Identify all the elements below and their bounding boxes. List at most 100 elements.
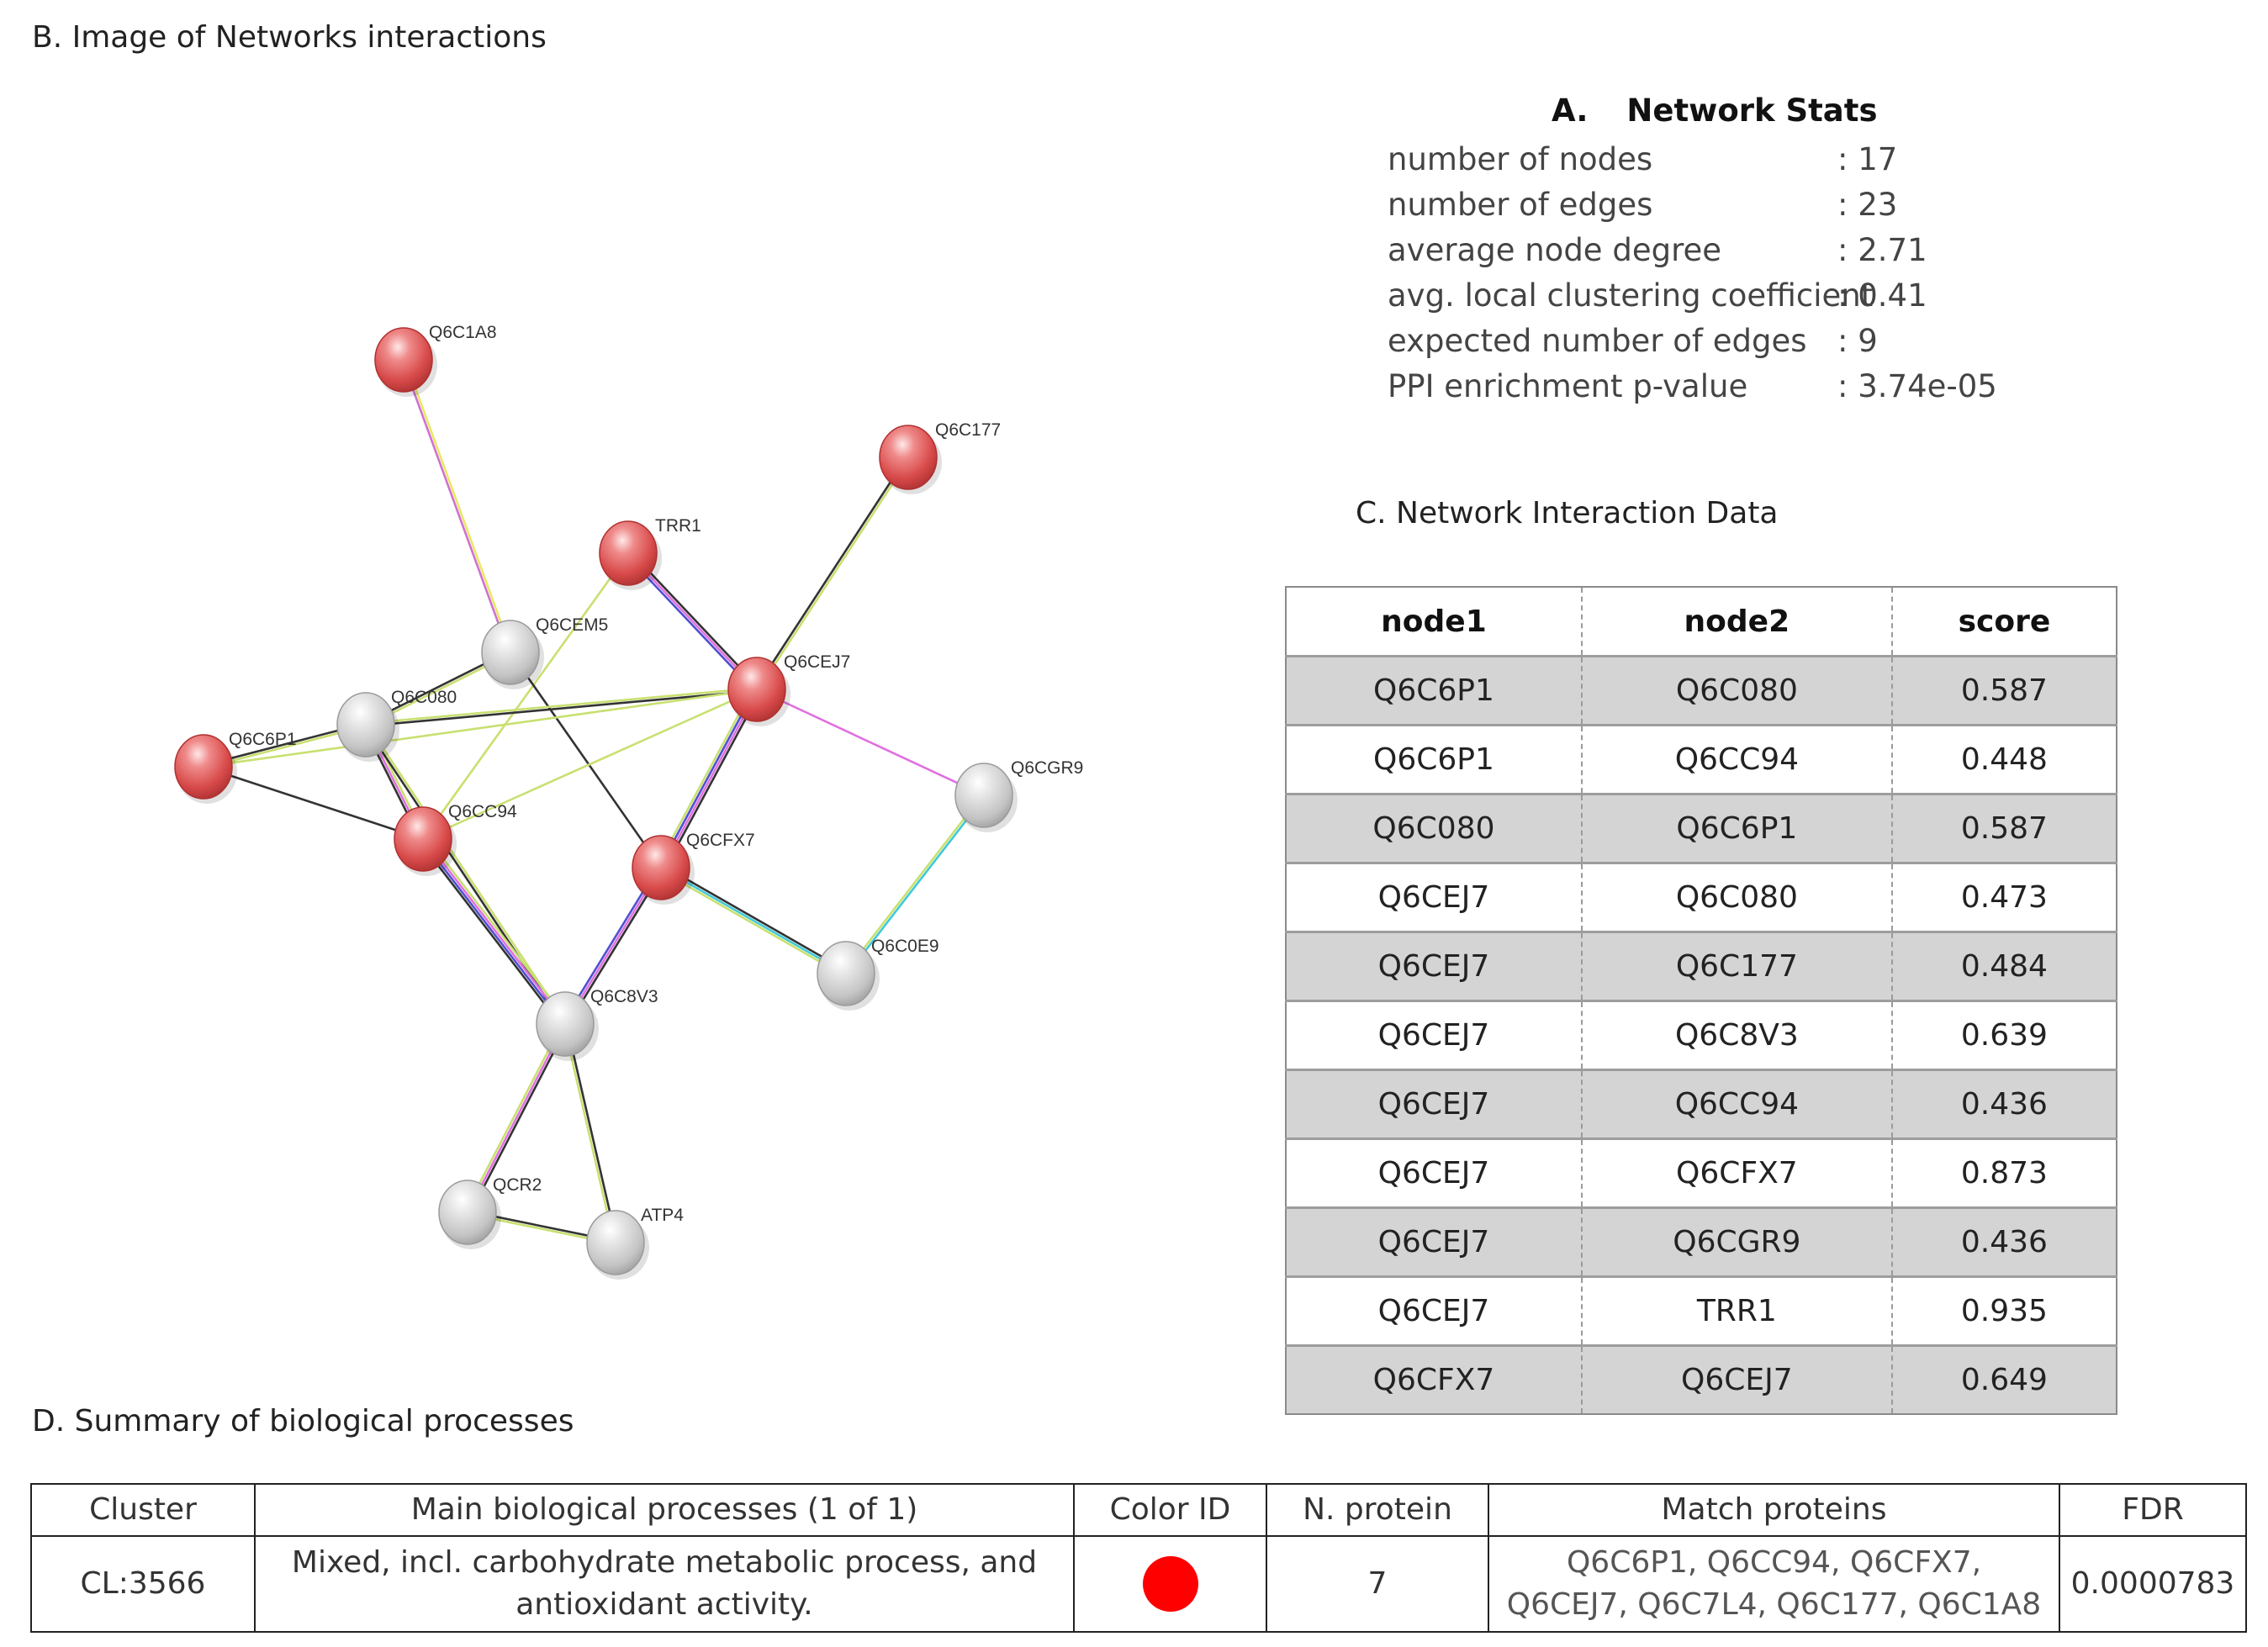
edge-line: [754, 456, 908, 689]
node-Q6CC94[interactable]: Q6CC94: [394, 802, 517, 876]
edge-Q6CEJ7-Q6CGR9: [756, 688, 985, 797]
node-circle[interactable]: [632, 835, 690, 900]
node2-cell: Q6CC94: [1580, 724, 1893, 795]
edge-line: [419, 841, 563, 1027]
column-header-n-protein: N. protein: [1266, 1483, 1489, 1537]
table-row: Q6CEJ7 Q6C080 0.473: [1285, 862, 2118, 933]
column-header-node1: node1: [1285, 586, 1583, 657]
node2-cell: Q6C080: [1580, 655, 1893, 726]
node-circle[interactable]: [599, 520, 658, 586]
edge-Q6C177-Q6CEJ7: [754, 456, 911, 691]
node1-cell: Q6CEJ7: [1285, 931, 1583, 1002]
node-label: QCR2: [493, 1175, 542, 1195]
node-circle[interactable]: [536, 991, 595, 1057]
node1-cell: Q6C6P1: [1285, 655, 1583, 726]
node2-cell: Q6CFX7: [1580, 1138, 1893, 1209]
edge-line: [660, 866, 847, 975]
edge-line: [757, 457, 911, 691]
edge-Q6CFX7-Q6C0E9: [658, 864, 849, 977]
node-circle[interactable]: [481, 620, 540, 685]
node-TRR1[interactable]: TRR1: [599, 516, 701, 590]
node-Q6C0E9[interactable]: Q6C0E9: [817, 937, 939, 1011]
edge-line: [846, 795, 986, 975]
stat-row: avg. local clustering coefficient: 0.41: [1388, 277, 1927, 314]
edge-Q6CC94-Q6C8V3: [419, 836, 569, 1027]
edge-line: [404, 359, 513, 652]
table-row: Q6CFX7 Q6CEJ7 0.649: [1285, 1344, 2118, 1415]
stats-letter: A.: [1552, 92, 1589, 129]
node-circle[interactable]: [336, 692, 395, 758]
fdr-cell: 0.0000783: [2059, 1535, 2247, 1633]
node-circle[interactable]: [879, 425, 938, 490]
node-Q6C6P1[interactable]: Q6C6P1: [174, 730, 297, 804]
cluster-cell: CL:3566: [30, 1535, 256, 1633]
column-header-cluster: Cluster: [30, 1483, 256, 1537]
node2-cell: Q6C177: [1580, 931, 1893, 1002]
node-circle[interactable]: [727, 657, 786, 722]
node-Q6C8V3[interactable]: Q6C8V3: [536, 987, 658, 1061]
node1-cell: Q6CEJ7: [1285, 1138, 1583, 1209]
edge-Q6C6P1-Q6CC94: [203, 765, 424, 841]
node-label: Q6C177: [935, 420, 1001, 440]
node1-cell: Q6CFX7: [1285, 1344, 1583, 1415]
node-label: Q6C6P1: [229, 730, 297, 749]
node-label: Q6C0E9: [871, 937, 939, 956]
node-Q6CFX7[interactable]: Q6CFX7: [632, 831, 755, 905]
node1-cell: Q6CEJ7: [1285, 1275, 1583, 1347]
edge-line: [203, 765, 424, 841]
edge-TRR1-Q6CEJ7: [625, 550, 760, 693]
node-label: Q6C080: [391, 688, 457, 707]
edge-Q6CGR9-Q6C0E9: [843, 794, 986, 975]
table-row: Q6CEJ7 Q6C8V3 0.639: [1285, 1000, 2118, 1071]
node-circle[interactable]: [954, 763, 1013, 828]
node2-cell: Q6C8V3: [1580, 1000, 1893, 1071]
table-row: CL:3566 Mixed, incl. carbohydrate metabo…: [30, 1535, 2247, 1633]
edge-line: [663, 690, 762, 870]
node-circle[interactable]: [174, 734, 233, 800]
node-Q6C177[interactable]: Q6C177: [879, 420, 1001, 494]
node1-cell: Q6C6P1: [1285, 724, 1583, 795]
node-label: TRR1: [655, 516, 701, 536]
node-label: Q6CGR9: [1011, 758, 1083, 778]
stat-value: : 3.74e-05: [1837, 368, 1997, 404]
node-Q6CEM5[interactable]: Q6CEM5: [481, 615, 608, 689]
n-protein-cell: 7: [1266, 1535, 1489, 1633]
edge-line: [466, 1023, 567, 1213]
node-label: Q6CFX7: [686, 831, 755, 850]
node-circle[interactable]: [394, 806, 452, 872]
node-circle[interactable]: [374, 327, 433, 393]
stat-row: number of edges: 23: [1388, 187, 1897, 223]
stat-label: PPI enrichment p-value: [1388, 368, 1748, 404]
node-QCR2[interactable]: QCR2: [438, 1175, 542, 1249]
node-Q6CGR9[interactable]: Q6CGR9: [954, 758, 1083, 832]
node-Q6C080[interactable]: Q6C080: [336, 688, 457, 762]
edge-line: [565, 1023, 618, 1243]
network-image-title: B. Image of Networks interactions: [32, 20, 547, 55]
node-Q6C1A8[interactable]: Q6C1A8: [374, 323, 497, 397]
edge-line: [629, 550, 760, 689]
edge-line: [421, 552, 630, 840]
node-circle[interactable]: [586, 1210, 645, 1275]
node-label: Q6C8V3: [590, 987, 658, 1006]
edge-line: [756, 688, 985, 797]
edge-Q6C8V3-QCR2: [464, 1021, 568, 1215]
node1-cell: Q6CEJ7: [1285, 1000, 1583, 1071]
node-Q6CEJ7[interactable]: Q6CEJ7: [727, 652, 850, 726]
node-circle[interactable]: [817, 941, 875, 1006]
interaction-data-title: C. Network Interaction Data: [1356, 496, 1779, 531]
edge-line: [422, 688, 758, 841]
node-ATP4[interactable]: ATP4: [586, 1206, 684, 1280]
table-row: Q6C6P1 Q6CC94 0.448: [1285, 724, 2118, 795]
edge-line: [658, 688, 757, 868]
node1-cell: Q6C080: [1285, 793, 1583, 864]
interaction-table: node1 node2 score Q6C6P1 Q6C080 0.587 Q6C6P…: [1285, 586, 2118, 1415]
stat-row: PPI enrichment p-value : 3.74e-05: [1388, 368, 1997, 404]
score-cell: 0.436: [1890, 1206, 2118, 1278]
node-circle[interactable]: [438, 1180, 497, 1245]
table-row: Q6C6P1 Q6C080 0.587: [1285, 655, 2118, 726]
node2-cell: Q6CEJ7: [1580, 1344, 1893, 1415]
edge-line: [468, 1024, 568, 1215]
edge-line: [420, 839, 565, 1026]
bio-process-table: Cluster Main biological processes (1 of …: [30, 1483, 2247, 1633]
edge-Q6C1A8-Q6CEM5: [401, 359, 513, 653]
